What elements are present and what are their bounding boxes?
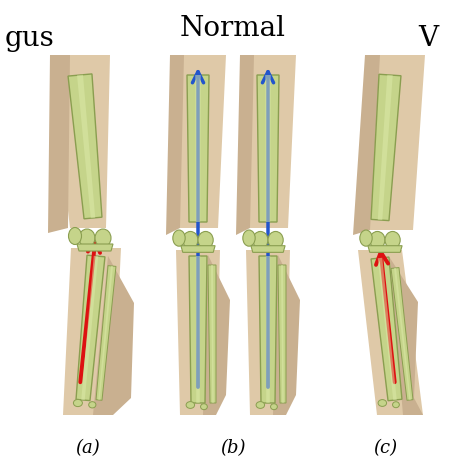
Polygon shape [368,246,402,252]
Ellipse shape [69,228,82,245]
Polygon shape [48,55,70,233]
Ellipse shape [89,401,96,408]
Ellipse shape [201,404,207,410]
Polygon shape [378,258,397,400]
Polygon shape [246,250,290,415]
Polygon shape [259,256,277,403]
Polygon shape [170,55,226,228]
Text: gus: gus [5,25,55,52]
Polygon shape [281,265,284,403]
Polygon shape [96,265,116,400]
Ellipse shape [256,401,264,409]
Polygon shape [240,55,296,228]
Polygon shape [68,74,102,219]
Polygon shape [273,255,300,415]
Ellipse shape [243,230,255,246]
Text: (a): (a) [76,439,100,457]
Polygon shape [353,55,380,235]
Ellipse shape [271,404,277,410]
Polygon shape [394,268,411,400]
Ellipse shape [173,230,185,246]
Ellipse shape [268,231,283,248]
Polygon shape [93,256,134,415]
Polygon shape [208,265,216,403]
Ellipse shape [95,229,111,247]
Polygon shape [371,74,401,220]
Ellipse shape [253,231,268,248]
Ellipse shape [392,402,400,408]
Polygon shape [196,256,200,403]
Ellipse shape [183,231,198,248]
Ellipse shape [360,230,372,246]
Polygon shape [390,258,423,415]
Polygon shape [63,248,121,415]
Polygon shape [278,265,286,403]
Ellipse shape [370,231,385,248]
Polygon shape [187,75,209,222]
Polygon shape [98,266,113,400]
Polygon shape [265,75,271,222]
Polygon shape [203,255,230,415]
Polygon shape [189,256,207,403]
Polygon shape [50,55,110,228]
Ellipse shape [73,400,82,407]
Polygon shape [181,246,215,252]
Polygon shape [371,257,402,401]
Polygon shape [81,256,98,400]
Text: (c): (c) [373,439,397,457]
Polygon shape [365,55,425,230]
Polygon shape [176,250,220,415]
Polygon shape [251,246,285,252]
Polygon shape [211,265,214,403]
Text: (b): (b) [220,439,246,457]
Polygon shape [358,250,423,415]
Polygon shape [257,75,279,222]
Polygon shape [166,55,184,235]
Ellipse shape [378,400,387,406]
Ellipse shape [385,231,400,248]
Polygon shape [76,255,105,401]
Ellipse shape [198,231,213,248]
Polygon shape [236,55,254,235]
Polygon shape [266,256,270,403]
Text: Normal: Normal [180,15,286,42]
Text: V: V [418,25,438,52]
Polygon shape [391,267,413,401]
Polygon shape [77,244,113,251]
Ellipse shape [79,229,95,247]
Ellipse shape [186,401,195,409]
Polygon shape [195,75,201,222]
Polygon shape [378,75,393,220]
Polygon shape [77,75,95,218]
